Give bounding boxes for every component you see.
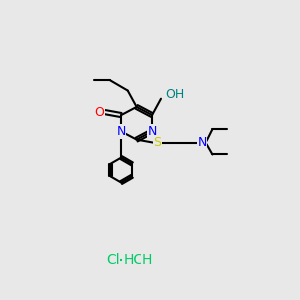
Text: H: H [142, 253, 152, 267]
Text: S: S [153, 136, 161, 149]
Text: N: N [147, 125, 157, 138]
Text: N: N [116, 125, 126, 138]
Text: N: N [197, 136, 207, 149]
Text: HCl: HCl [123, 253, 147, 267]
Text: Cl: Cl [106, 253, 120, 267]
Text: O: O [94, 106, 104, 118]
Text: OH: OH [165, 88, 185, 101]
